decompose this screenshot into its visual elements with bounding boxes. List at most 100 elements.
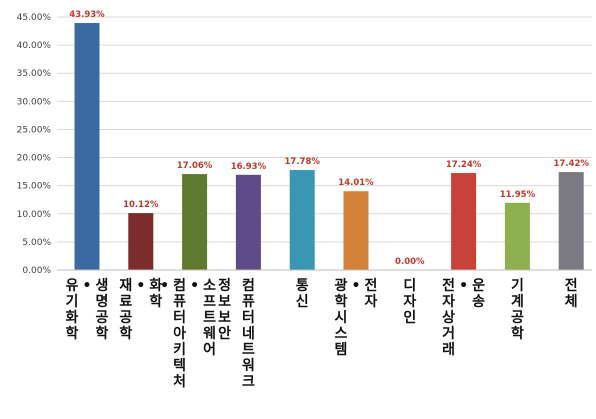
bar [235, 174, 261, 270]
category-label-char: 스 [335, 326, 348, 342]
category-label-char: 기 [511, 278, 524, 294]
category-label-char: 소 [203, 278, 216, 294]
category-label-char: 생 [96, 278, 109, 294]
category-label-char: • [160, 278, 169, 294]
category-label-char: 보 [218, 310, 231, 326]
category-label-char: 정 [218, 277, 231, 294]
category-label-char: 처 [173, 374, 186, 390]
category-label-char: • [459, 278, 468, 294]
category-label-char: 컴 [173, 278, 186, 294]
category-label-char: 전 [442, 277, 455, 294]
bars [74, 23, 584, 270]
category-label-char: 네 [242, 326, 255, 342]
category-label-char: • [352, 278, 361, 294]
category-label-char: 학 [119, 326, 132, 342]
bar [74, 23, 100, 270]
category-label-char: 디 [403, 278, 416, 294]
category-label-char: 키 [173, 342, 186, 358]
category-label-char: 학 [96, 326, 109, 342]
bar [451, 173, 477, 270]
bar [289, 170, 315, 270]
bar [558, 172, 584, 270]
category-label-char: 화 [66, 310, 79, 326]
category-label-char: 계 [511, 294, 524, 310]
category-label-char: 워 [242, 358, 255, 374]
data-label: 17.78% [284, 157, 320, 167]
category-label-char: 템 [335, 341, 348, 358]
category-label-char: 터 [173, 310, 186, 326]
category-label-char: 터 [242, 310, 255, 326]
y-tick-label: 40.00% [17, 41, 52, 51]
data-labels: 43.93% 10.12% 17.06% 16.93% 17.78% 14.01% 0.00… [69, 10, 589, 267]
category-label-char: • [83, 278, 92, 294]
category-label-char: 크 [242, 374, 255, 390]
category-label-char: 전 [365, 277, 378, 294]
data-label: 0.00% [395, 257, 425, 267]
category-label-char: 학 [149, 294, 162, 310]
category-label-char: 통 [296, 278, 309, 294]
category-label-char: 프 [203, 294, 216, 310]
data-label: 14.01% [338, 178, 374, 188]
category-label-char: 자 [403, 294, 416, 310]
category-label-char: 거 [442, 326, 455, 342]
category-label-char: 어 [203, 341, 216, 358]
category-label-char: 학 [511, 326, 524, 342]
category-label-char: 광 [335, 277, 348, 294]
category-label-char: 웨 [203, 326, 216, 342]
y-tick-label: 5.00% [22, 238, 51, 248]
category-label-char: 컴 [242, 278, 255, 294]
data-label: 17.06% [177, 161, 213, 171]
y-tick-label: 30.00% [17, 97, 52, 107]
category-label-char: 화 [149, 278, 162, 294]
category-label-char: • [136, 278, 145, 294]
data-label: 17.24% [446, 160, 482, 170]
bar [182, 174, 208, 270]
category-label-char: 상 [442, 310, 455, 326]
category-label: 디자인 [403, 278, 416, 326]
y-tick-label: 45.00% [17, 13, 52, 23]
category-label-char: 전 [565, 277, 578, 294]
category-label-char: 신 [296, 294, 309, 310]
category-label-char: 트 [242, 342, 255, 358]
category-label-char: 명 [96, 293, 109, 310]
category-label-char: 학 [66, 326, 79, 342]
bar [504, 202, 530, 270]
category-label-char: 안 [218, 325, 231, 342]
data-label: 16.93% [231, 162, 267, 172]
category-label-char: 공 [119, 310, 132, 326]
category-label-char: 래 [442, 342, 455, 358]
category-label-char: 자 [365, 294, 378, 310]
data-label: 10.12% [123, 200, 159, 210]
y-tick-label: 20.00% [17, 154, 52, 164]
category-label-char: 아 [173, 325, 186, 342]
category-label-char: 인 [403, 309, 416, 326]
y-tick-label: 35.00% [17, 69, 52, 79]
bar [128, 213, 154, 270]
category-label-char: 재 [119, 278, 132, 294]
category-label-char: 체 [565, 294, 578, 310]
category-label-char: 기 [66, 294, 79, 310]
category-label-char: 공 [511, 310, 524, 326]
category-label-char: 송 [472, 294, 485, 310]
category-label: 통신 [296, 278, 309, 310]
category-label-char: 운 [472, 278, 485, 294]
category-label-char: 학 [335, 294, 348, 310]
data-label: 11.95% [500, 190, 536, 200]
category-label-char: 텍 [173, 357, 186, 374]
category-label-char: 공 [96, 310, 109, 326]
y-tick-label: 10.00% [17, 210, 52, 220]
category-label-char: 자 [442, 294, 455, 310]
category-label-char: 퓨 [242, 294, 255, 310]
y-tick-label: 25.00% [17, 125, 52, 135]
category-label-char: 트 [203, 310, 216, 326]
data-label: 43.93% [69, 10, 105, 20]
category-label: 전체 [565, 277, 578, 310]
